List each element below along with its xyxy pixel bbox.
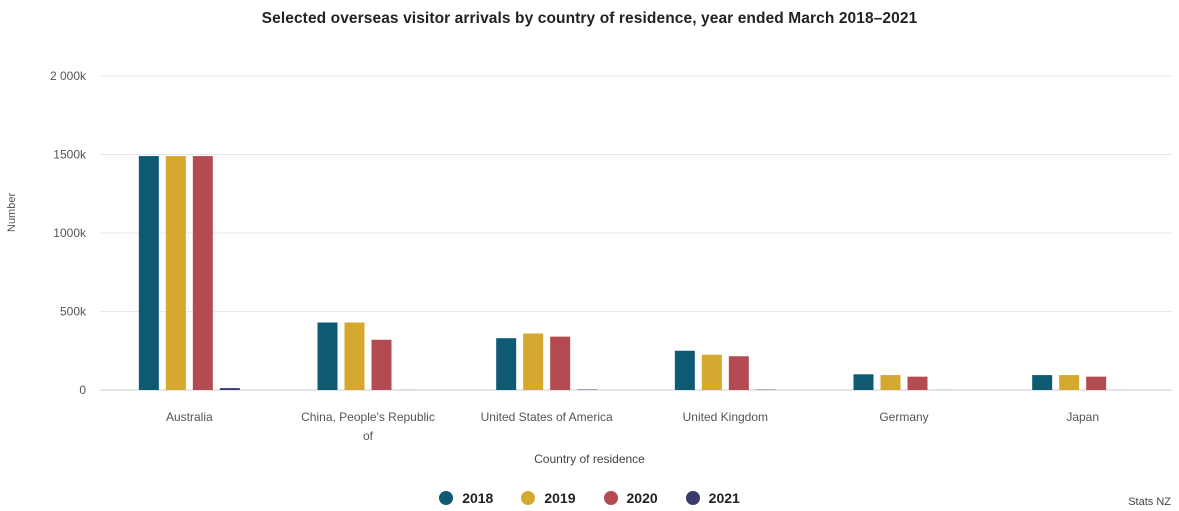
x-tick-label: China, People's Republic of	[301, 410, 435, 443]
bar-2019-2	[523, 333, 544, 390]
x-tick-label: Germany	[879, 410, 928, 424]
legend-item-2020[interactable]: 2020	[603, 490, 658, 506]
bar-2019-5	[1059, 375, 1080, 390]
legend-label: 2018	[462, 490, 494, 506]
bar-2020-0	[192, 156, 213, 390]
bar-2018-5	[1032, 375, 1053, 390]
source-credit: Stats NZ	[1128, 496, 1171, 508]
x-tick-label: United Kingdom	[683, 410, 768, 424]
legend-item-2018[interactable]: 2018	[439, 490, 493, 506]
x-tick-label: United States of America	[481, 410, 613, 424]
x-tick-label: Japan	[1066, 410, 1099, 424]
bar-2019-3	[701, 354, 722, 390]
x-tick-label-line: Australia	[166, 410, 213, 424]
legend-label: 2021	[708, 490, 740, 506]
y-tick-label: 0	[79, 383, 86, 397]
y-tick-label: 500k	[60, 305, 87, 319]
y-tick-label: 1000k	[53, 226, 87, 240]
x-tick-label-line: United States of America	[481, 410, 613, 424]
x-tick-label-line: Germany	[879, 410, 928, 424]
legend-swatch	[603, 491, 618, 505]
legend-item-2019[interactable]: 2019	[521, 490, 576, 506]
bar-2020-1	[371, 339, 392, 390]
legend-swatch	[685, 491, 700, 505]
bar-2020-5	[1086, 376, 1107, 390]
legend-label: 2020	[626, 490, 658, 506]
x-tick-label-line: China, People's Republic	[301, 410, 435, 424]
x-axis-label: Country of residence	[534, 452, 645, 466]
bar-2020-4	[907, 376, 928, 390]
legend-swatch	[439, 491, 454, 505]
bar-2020-2	[550, 336, 571, 390]
bar-2019-1	[344, 322, 365, 390]
bar-2020-3	[728, 356, 749, 390]
bar-2018-2	[496, 338, 517, 390]
bar-2018-0	[138, 156, 159, 390]
chart-title: Selected overseas visitor arrivals by co…	[261, 10, 918, 27]
x-tick-label-line: of	[363, 429, 374, 443]
bar-2019-4	[880, 375, 901, 390]
bar-2019-0	[165, 156, 186, 390]
legend-label: 2019	[544, 490, 576, 506]
legend-item-2021[interactable]: 2021	[685, 490, 740, 506]
legend-swatch	[521, 491, 536, 505]
bar-2021-0	[219, 388, 240, 390]
legend: 2018 2019 2020 2021	[0, 490, 1179, 506]
bar-2018-4	[853, 374, 874, 390]
x-tick-label-line: Japan	[1066, 410, 1099, 424]
y-tick-label: 2 000k	[50, 69, 87, 83]
x-tick-label-line: United Kingdom	[683, 410, 768, 424]
y-tick-label: 1500k	[53, 148, 87, 162]
bar-2018-1	[317, 322, 338, 390]
bar-2018-3	[674, 350, 695, 390]
x-tick-label: Australia	[166, 410, 213, 424]
